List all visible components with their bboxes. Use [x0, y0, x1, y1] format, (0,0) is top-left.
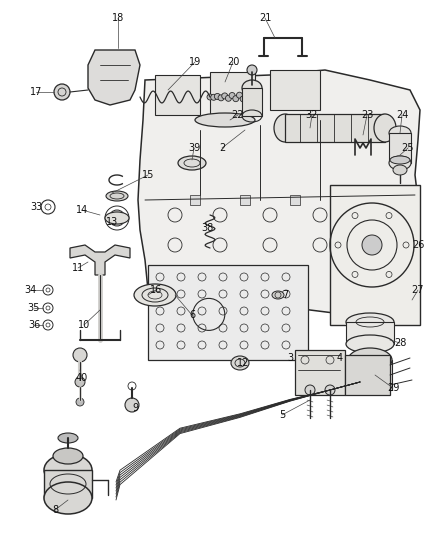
- Text: 12: 12: [237, 358, 249, 368]
- Circle shape: [229, 93, 235, 99]
- Circle shape: [76, 398, 84, 406]
- Ellipse shape: [44, 454, 92, 486]
- Circle shape: [211, 94, 217, 100]
- Ellipse shape: [348, 348, 392, 372]
- Text: 15: 15: [142, 170, 154, 180]
- Circle shape: [109, 210, 125, 226]
- Circle shape: [325, 385, 335, 395]
- Ellipse shape: [58, 433, 78, 443]
- Bar: [295, 350, 345, 395]
- Text: 25: 25: [402, 143, 414, 153]
- Text: 33: 33: [30, 202, 42, 212]
- Text: 7: 7: [282, 290, 288, 300]
- Text: 9: 9: [132, 403, 138, 413]
- Text: 13: 13: [106, 217, 118, 227]
- Bar: [44, 470, 92, 498]
- Bar: [346, 322, 394, 344]
- Text: 34: 34: [24, 285, 36, 295]
- Ellipse shape: [195, 113, 255, 127]
- Text: 38: 38: [201, 223, 213, 233]
- Circle shape: [237, 92, 243, 98]
- Text: 36: 36: [28, 320, 40, 330]
- Ellipse shape: [274, 114, 296, 142]
- Circle shape: [54, 84, 70, 100]
- Circle shape: [222, 93, 228, 99]
- Text: 40: 40: [76, 373, 88, 383]
- Text: 26: 26: [412, 240, 424, 250]
- Text: 23: 23: [361, 110, 373, 120]
- Text: 6: 6: [189, 310, 195, 320]
- Text: 3: 3: [287, 353, 293, 363]
- Bar: [348, 360, 392, 390]
- Text: 28: 28: [394, 338, 406, 348]
- Text: 2: 2: [219, 143, 225, 153]
- Text: 10: 10: [78, 320, 90, 330]
- Circle shape: [125, 398, 139, 412]
- Text: 27: 27: [412, 285, 424, 295]
- Polygon shape: [88, 50, 140, 105]
- Text: 17: 17: [30, 87, 42, 97]
- Circle shape: [75, 377, 85, 387]
- Bar: [285, 114, 385, 142]
- Text: 19: 19: [189, 57, 201, 67]
- Circle shape: [233, 95, 239, 102]
- Ellipse shape: [231, 356, 249, 370]
- Polygon shape: [70, 245, 130, 275]
- Ellipse shape: [106, 191, 128, 201]
- Text: 4: 4: [337, 353, 343, 363]
- Ellipse shape: [242, 80, 262, 96]
- Bar: [210, 72, 255, 114]
- Ellipse shape: [393, 165, 407, 175]
- Ellipse shape: [134, 284, 176, 306]
- Ellipse shape: [389, 156, 411, 170]
- Text: 21: 21: [259, 13, 271, 23]
- Text: 8: 8: [52, 505, 58, 515]
- Ellipse shape: [374, 114, 396, 142]
- Bar: [270, 70, 320, 110]
- Bar: [330, 185, 420, 325]
- Circle shape: [247, 65, 257, 75]
- Text: 18: 18: [112, 13, 124, 23]
- Ellipse shape: [346, 335, 394, 353]
- Ellipse shape: [178, 156, 206, 170]
- Text: 22: 22: [232, 110, 244, 120]
- Text: 24: 24: [396, 110, 408, 120]
- Bar: [148, 265, 308, 360]
- Text: 20: 20: [227, 57, 239, 67]
- Text: 29: 29: [387, 383, 399, 393]
- Circle shape: [362, 235, 382, 255]
- Ellipse shape: [389, 126, 411, 140]
- Polygon shape: [138, 70, 420, 320]
- Text: 35: 35: [28, 303, 40, 313]
- Bar: [389, 133, 411, 163]
- Ellipse shape: [390, 156, 410, 164]
- Text: 11: 11: [72, 263, 84, 273]
- Text: 16: 16: [150, 285, 162, 295]
- Ellipse shape: [272, 291, 284, 299]
- Circle shape: [240, 96, 246, 102]
- Bar: [290, 195, 300, 205]
- Circle shape: [226, 95, 231, 101]
- Bar: [340, 195, 350, 205]
- Text: 5: 5: [279, 410, 285, 420]
- Ellipse shape: [346, 313, 394, 331]
- Circle shape: [305, 385, 315, 395]
- Bar: [242, 88, 262, 116]
- Ellipse shape: [348, 363, 392, 387]
- Circle shape: [73, 348, 87, 362]
- Ellipse shape: [105, 212, 129, 224]
- Circle shape: [214, 93, 220, 100]
- Circle shape: [113, 214, 121, 222]
- Bar: [155, 75, 200, 115]
- Circle shape: [207, 94, 213, 100]
- Bar: [345, 355, 390, 395]
- Text: 14: 14: [76, 205, 88, 215]
- Text: 39: 39: [188, 143, 200, 153]
- Ellipse shape: [53, 448, 83, 464]
- Ellipse shape: [44, 482, 92, 514]
- Bar: [240, 195, 250, 205]
- Bar: [190, 195, 200, 205]
- Circle shape: [218, 95, 224, 101]
- Text: 32: 32: [306, 110, 318, 120]
